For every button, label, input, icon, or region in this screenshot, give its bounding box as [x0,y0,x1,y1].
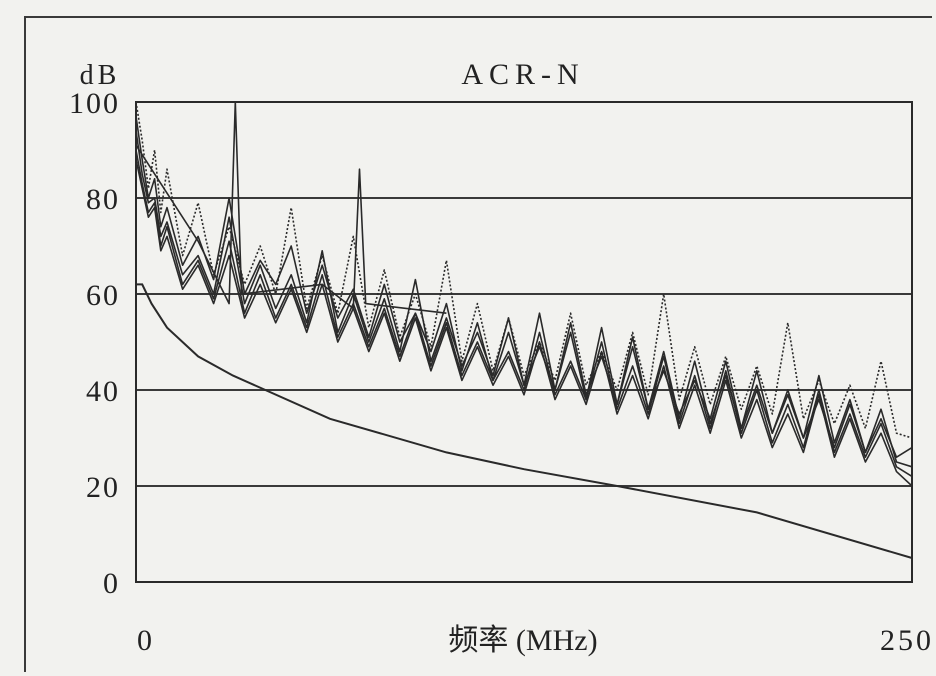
grid-layer [136,197,912,487]
series-line-3 [135,130,913,468]
y-tick-label: 20 [86,471,120,504]
series-line-1 [135,116,913,459]
limit-line [136,283,913,559]
tick-label-layer: 0 20 40 60 80 100 0 250 [69,87,934,657]
series-layer [135,101,913,559]
y-tick-label: 0 [103,567,120,600]
series-line-6 [135,101,447,314]
plot-area-border [135,101,913,583]
y-tick-label: 40 [86,375,120,408]
y-tick-label: 60 [86,279,120,312]
y-tick-label: 100 [69,87,120,120]
y-axis-unit-label: dB [80,60,121,91]
x-tick-label: 250 [880,624,934,657]
series-line-5 [135,159,913,487]
x-tick-label: 0 [137,624,155,657]
series-line-4 [135,149,913,478]
chart-title: ACR-N [461,58,584,91]
y-tick-label: 80 [86,183,120,216]
x-axis-label: 频率 (MHz) [448,624,597,657]
chart-frame [24,16,932,672]
